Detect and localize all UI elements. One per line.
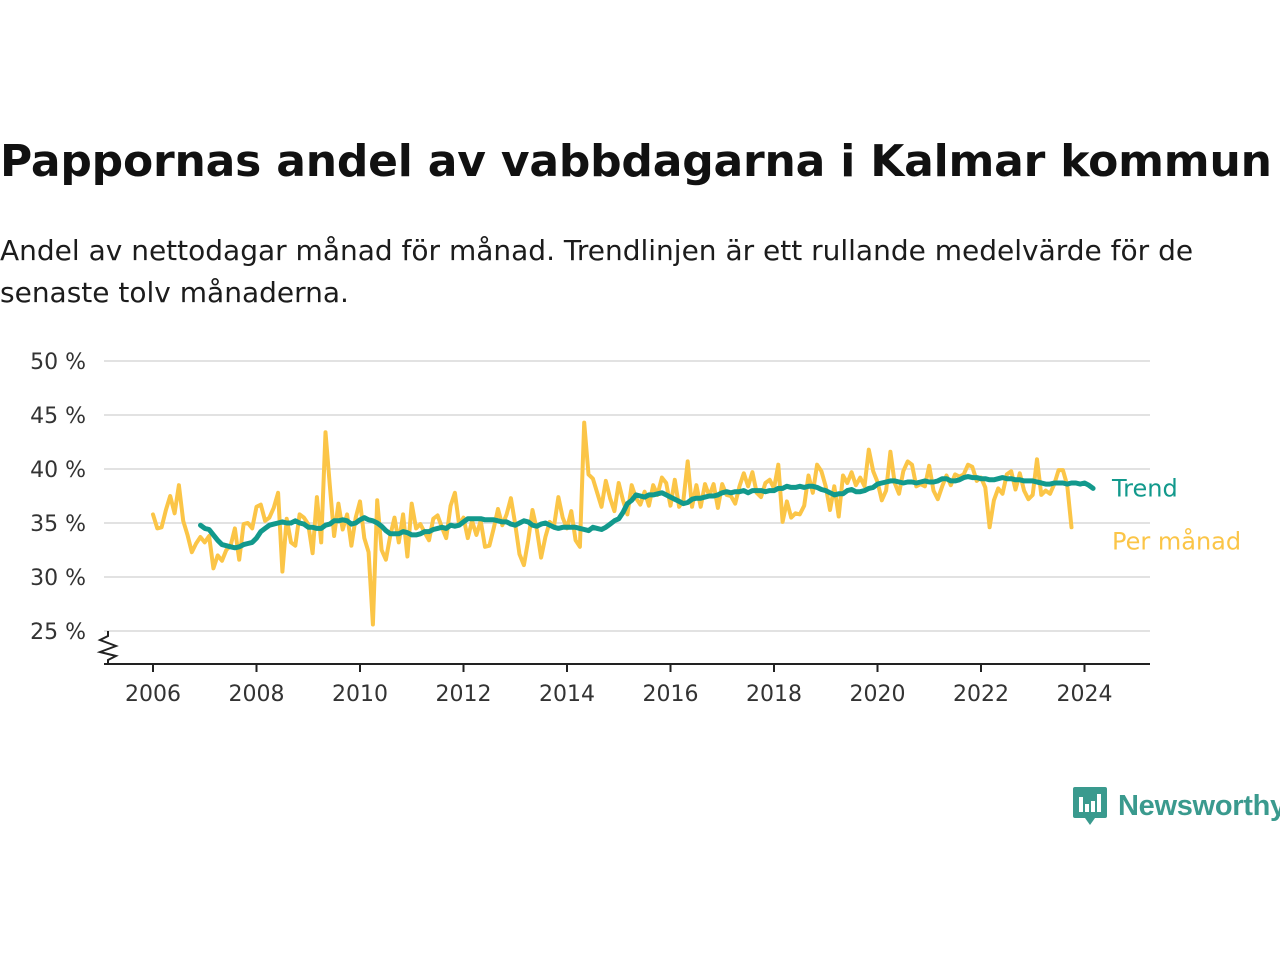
x-tick-label: 2008 [229, 682, 285, 707]
x-axis: 2006 2008 2010 2012 2014 2016 2018 2020 2022 2024 [104, 663, 1150, 707]
y-tick-label: 25 % [30, 620, 86, 645]
newsworthy-logo-icon [1073, 787, 1107, 825]
series-label-trend: Trend [1111, 474, 1178, 502]
y-tick-label: 50 % [30, 350, 86, 375]
y-tick-label: 45 % [30, 404, 86, 429]
x-tick-label: 2014 [539, 682, 595, 707]
y-axis-labels: 25 % 30 % 35 % 40 % 45 % 50 % [30, 350, 86, 645]
chart-title: Pappornas andel av vabbdagarna i Kalmar … [0, 136, 1272, 187]
x-tick-label: 2012 [436, 682, 492, 707]
x-tick-label: 2020 [850, 682, 906, 707]
x-tick-label: 2016 [643, 682, 699, 707]
axis-break-icon [96, 631, 119, 664]
series-monthly-line [151, 420, 1074, 627]
x-tick-label: 2024 [1057, 682, 1113, 707]
y-tick-label: 35 % [30, 512, 86, 537]
x-tick-label: 2018 [746, 682, 802, 707]
series-trend-line [198, 474, 1096, 551]
newsworthy-logo-text: Newsworthy [1118, 789, 1280, 822]
x-tick-label: 2010 [332, 682, 388, 707]
x-tick-label: 2022 [953, 682, 1009, 707]
chart-subtitle: Andel av nettodagar månad för månad. Tre… [0, 234, 1194, 309]
y-tick-label: 40 % [30, 458, 86, 483]
series-layer [151, 420, 1096, 627]
series-labels: Per månad Trend [1111, 474, 1241, 555]
y-tick-label: 30 % [30, 566, 86, 591]
newsworthy-logo: Newsworthy [1072, 785, 1280, 827]
series-label-monthly: Per månad [1112, 526, 1241, 555]
x-tick-label: 2006 [125, 682, 181, 707]
